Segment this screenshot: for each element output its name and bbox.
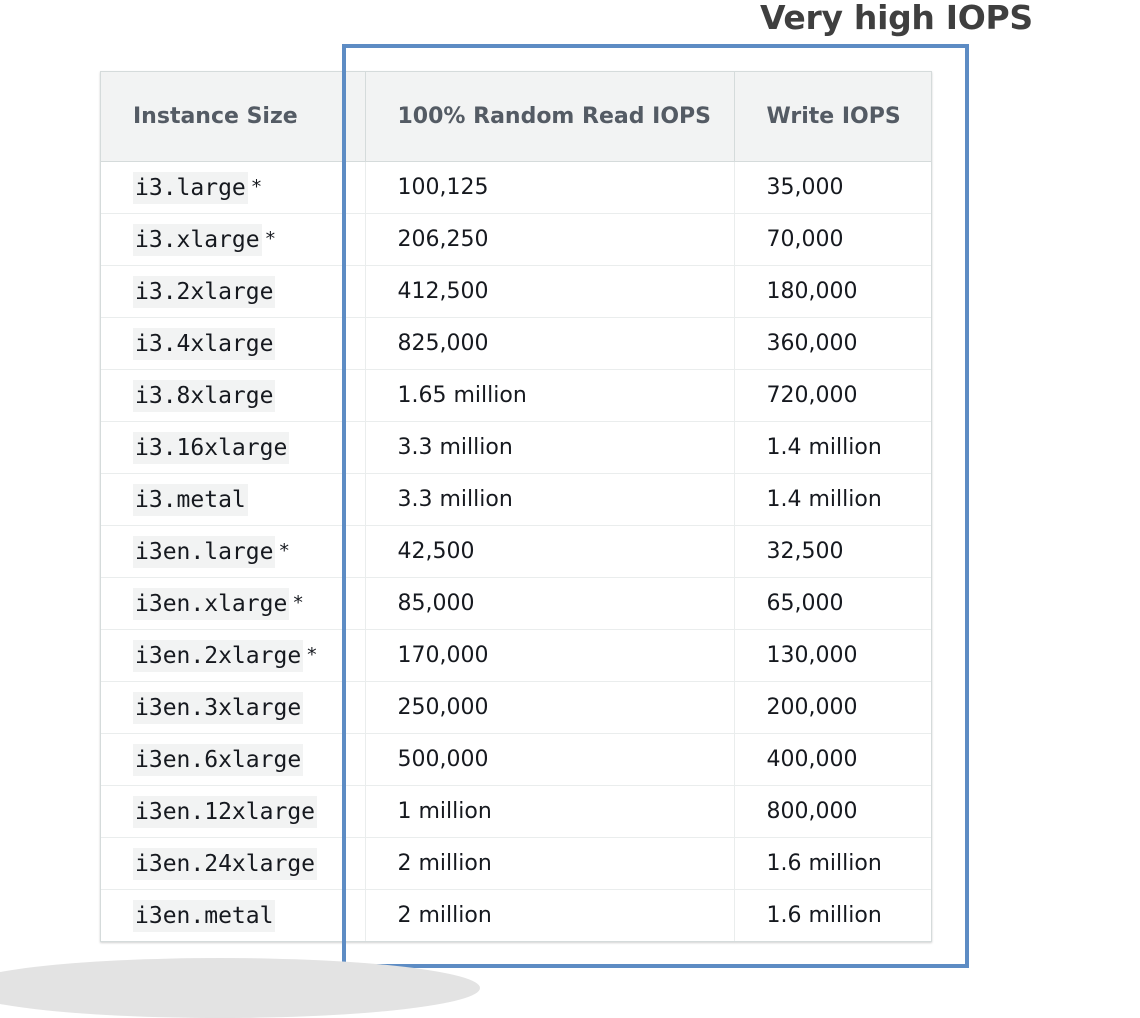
random-read-iops-cell: 85,000 xyxy=(365,577,735,630)
random-read-iops-cell: 100,125 xyxy=(365,161,735,214)
table-row: i3.large * 100,125 35,000 xyxy=(101,161,931,214)
instance-size-cell: i3en.2xlarge * xyxy=(101,629,366,682)
footnote-marker: * xyxy=(293,591,303,614)
random-read-iops-cell: 825,000 xyxy=(365,317,735,370)
write-iops-cell: 720,000 xyxy=(734,369,931,422)
write-iops-cell: 360,000 xyxy=(734,317,931,370)
footnote-marker: * xyxy=(251,175,262,198)
table-row: i3.16xlarge 3.3 million 1.4 million xyxy=(101,421,931,474)
random-read-iops-cell: 2 million xyxy=(365,889,735,941)
table-row: i3.xlarge * 206,250 70,000 xyxy=(101,213,931,266)
write-iops-cell: 65,000 xyxy=(734,577,931,630)
table-row: i3.4xlarge 825,000 360,000 xyxy=(101,317,931,370)
instance-size-cell: i3en.12xlarge xyxy=(101,785,366,838)
instance-size-code: i3.8xlarge xyxy=(133,379,276,412)
write-iops-cell: 1.6 million xyxy=(766,903,882,928)
instance-size-cell: i3.metal xyxy=(101,473,366,526)
instance-size-code: i3.16xlarge xyxy=(133,431,290,464)
instance-size-cell: i3.large * xyxy=(101,161,366,214)
random-read-iops-cell: 42,500 xyxy=(365,525,735,578)
instance-size-cell: i3.4xlarge xyxy=(101,317,366,370)
footnote-marker: * xyxy=(307,643,317,666)
instance-size-code: i3en.xlarge xyxy=(133,587,290,620)
random-read-iops-cell: 1 million xyxy=(365,785,735,838)
table-header-row: Instance Size 100% Random Read IOPS Writ… xyxy=(101,72,931,162)
write-iops-cell: 180,000 xyxy=(734,265,931,318)
table-row: i3en.xlarge * 85,000 65,000 xyxy=(101,577,931,630)
random-read-iops-cell: 3.3 million xyxy=(365,473,735,526)
instance-size-code: i3en.6xlarge xyxy=(133,743,304,776)
footnote-marker: * xyxy=(265,227,276,250)
table-row: i3en.24xlarge 2 million 1.6 million xyxy=(101,837,931,890)
table-row: i3en.3xlarge 250,000 200,000 xyxy=(101,681,931,734)
instance-size-code: i3en.2xlarge xyxy=(133,639,304,672)
instance-size-code: i3en.3xlarge xyxy=(133,691,304,724)
instance-size-cell: i3en.large * xyxy=(101,525,366,578)
header-write-iops: Write IOPS xyxy=(734,72,931,162)
instance-size-code: i3.xlarge xyxy=(133,223,262,256)
instance-size-cell: i3en.metal xyxy=(101,889,366,941)
iops-table: Instance Size 100% Random Read IOPS Writ… xyxy=(101,72,931,941)
table-row: i3en.12xlarge 1 million 800,000 xyxy=(101,785,931,838)
table-row: i3en.2xlarge * 170,000 130,000 xyxy=(101,629,931,682)
random-read-iops-cell: 250,000 xyxy=(365,681,735,734)
table-row: i3.metal 3.3 million 1.4 million xyxy=(101,473,931,526)
write-iops-cell: 70,000 xyxy=(734,213,931,266)
instance-size-cell: i3en.6xlarge xyxy=(101,733,366,786)
table-row: i3en.large * 42,500 32,500 xyxy=(101,525,931,578)
decorative-shadow xyxy=(0,958,480,1018)
instance-size-cell: i3en.24xlarge xyxy=(101,837,366,890)
header-random-read-iops: 100% Random Read IOPS xyxy=(365,72,735,162)
instance-size-code: i3en.large xyxy=(133,535,276,568)
random-read-iops-cell: 3.3 million xyxy=(365,421,735,474)
instance-size-cell: i3.2xlarge xyxy=(101,265,366,318)
instance-size-code: i3en.24xlarge xyxy=(133,847,318,880)
write-iops-cell: 800,000 xyxy=(734,785,931,838)
instance-size-cell: i3en.xlarge * xyxy=(101,577,366,630)
header-instance-size: Instance Size xyxy=(101,72,366,162)
instance-size-code: i3.2xlarge xyxy=(133,275,276,308)
callout-title: Very high IOPS xyxy=(760,0,1033,37)
table-row: i3.2xlarge 412,500 180,000 xyxy=(101,265,931,318)
instance-size-code: i3en.metal xyxy=(133,899,276,932)
table-row: i3en.metal 2 million 1.6 million xyxy=(101,889,931,941)
write-iops-cell: 35,000 xyxy=(734,161,931,214)
instance-size-code: i3.metal xyxy=(133,483,248,516)
random-read-iops-cell: 2 million xyxy=(365,837,735,890)
table-row: i3.8xlarge 1.65 million 720,000 xyxy=(101,369,931,422)
instance-size-code: i3.4xlarge xyxy=(133,327,276,360)
instance-size-cell: i3.8xlarge xyxy=(101,369,366,422)
write-iops-cell: 32,500 xyxy=(734,525,931,578)
random-read-iops-cell: 206,250 xyxy=(365,213,735,266)
instance-size-code: i3en.12xlarge xyxy=(133,795,318,828)
instance-size-cell: i3en.3xlarge xyxy=(101,681,366,734)
iops-table-container: Instance Size 100% Random Read IOPS Writ… xyxy=(100,71,932,942)
random-read-iops-cell: 170,000 xyxy=(365,629,735,682)
write-iops-cell: 1.4 million xyxy=(734,473,931,526)
table-body: i3.large * 100,125 35,000 i3.xlarge * 206,250 7… xyxy=(101,161,931,941)
random-read-iops-cell: 1.65 million xyxy=(365,369,735,422)
table-row: i3en.6xlarge 500,000 400,000 xyxy=(101,733,931,786)
instance-size-cell: i3.16xlarge xyxy=(101,421,366,474)
write-iops-cell: 200,000 xyxy=(734,681,931,734)
random-read-iops-cell: 500,000 xyxy=(365,733,735,786)
write-iops-cell: 1.6 million xyxy=(734,837,931,890)
instance-size-cell: i3.xlarge * xyxy=(101,213,366,266)
footnote-marker: * xyxy=(279,539,289,562)
write-iops-cell: 400,000 xyxy=(734,733,931,786)
instance-size-code: i3.large xyxy=(133,171,248,204)
write-iops-cell: 1.4 million xyxy=(734,421,931,474)
write-iops-cell: 130,000 xyxy=(734,629,931,682)
random-read-iops-cell: 412,500 xyxy=(365,265,735,318)
